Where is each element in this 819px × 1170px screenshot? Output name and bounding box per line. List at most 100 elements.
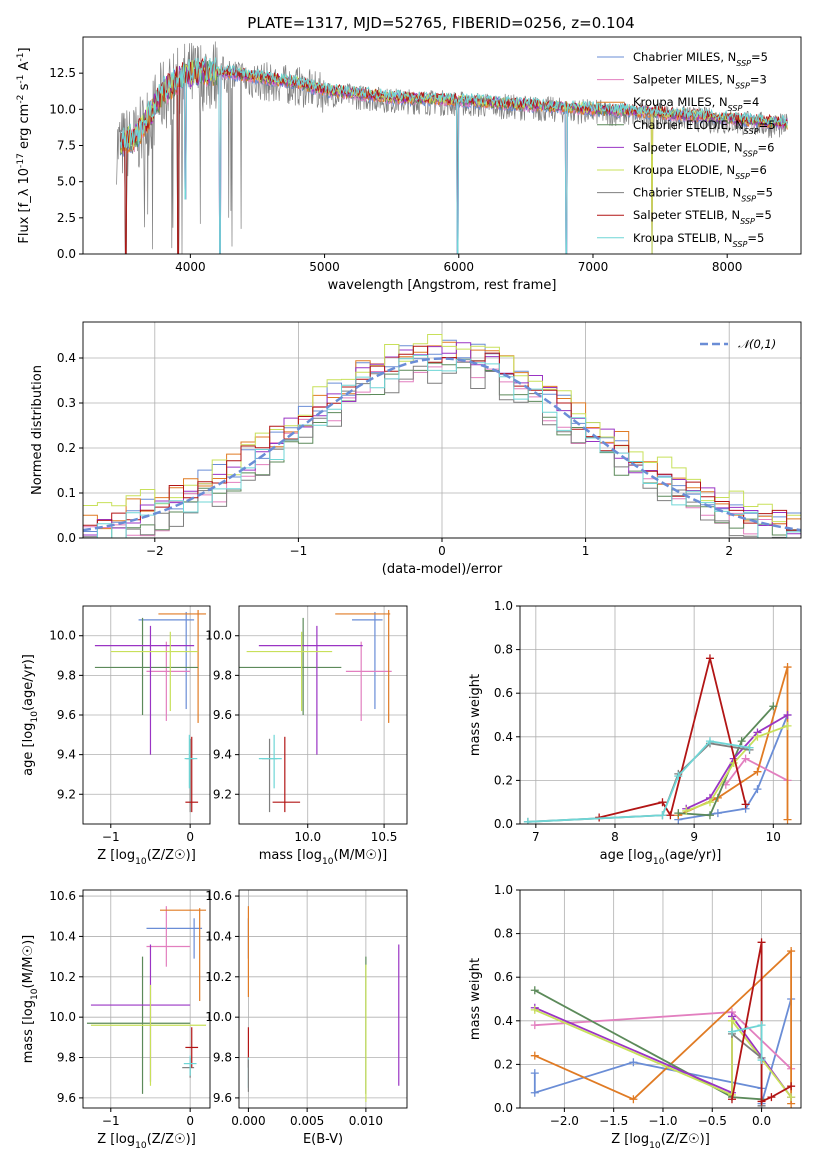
x-axis-label: mass [log10(M/M☉)] xyxy=(259,848,387,867)
x-tick-label: 1 xyxy=(582,544,590,558)
mass-weight-marker xyxy=(783,663,792,672)
y-tick-label: 10.6 xyxy=(205,889,232,903)
x-tick-label: 10 xyxy=(766,830,781,844)
mass-weight-marker xyxy=(753,767,762,776)
x-axis-label: E(B-V) xyxy=(303,1132,343,1147)
mass-weight-marker xyxy=(658,798,667,807)
axes-frame xyxy=(82,889,211,1109)
y-tick-label: 0.4 xyxy=(494,730,513,744)
y-tick-label: 9.4 xyxy=(57,748,76,762)
mass-weight-vs-age-panel: 7 8 9 10 0.0 0.2 0.4 0.6 0.8 1.0 age [log10(age/yr… xyxy=(468,599,802,867)
legend-label: Salpeter MILES, NSSP=3 xyxy=(633,73,767,91)
y-tick-label: 9.6 xyxy=(213,1091,232,1105)
y-tick-label: 10.0 xyxy=(205,1010,232,1024)
y-axis-label: mass weight xyxy=(468,958,483,1040)
mass-weight-marker xyxy=(741,800,750,809)
plot-area xyxy=(247,906,400,1102)
y-tick-label: 1.0 xyxy=(494,599,513,613)
x-tick-label: −2.0 xyxy=(550,1114,579,1128)
x-tick-label: 8 xyxy=(611,830,619,844)
x-tick-label: 5000 xyxy=(309,260,340,274)
y-tick-label: 1.0 xyxy=(494,883,513,897)
axes-frame xyxy=(519,605,802,825)
mass-weight-marker xyxy=(530,1051,539,1060)
y-tick-label: 9.8 xyxy=(57,668,76,682)
y-tick-label: 0.4 xyxy=(57,351,76,365)
mass-weight-marker xyxy=(753,732,762,741)
mass-weight-marker xyxy=(757,1056,766,1065)
y-tick-label: 9.6 xyxy=(57,708,76,722)
y-tick-label: 0.2 xyxy=(494,773,513,787)
mass-weight-marker xyxy=(737,737,746,746)
mass-weight-marker xyxy=(705,737,714,746)
x-tick-label: 10.5 xyxy=(371,830,398,844)
mass-weight-marker xyxy=(629,1058,638,1067)
age-vs-metallicity-panel: −1 0 9.2 9.4 9.6 9.8 10.0 Z [log10(Z/Z☉)] age [l… xyxy=(21,605,211,867)
y-axis-label: mass [log10(M/M☉)] xyxy=(21,935,40,1063)
mass-weight-marker xyxy=(769,702,778,711)
mass-weight-marker xyxy=(753,785,762,794)
mass-weight-marker xyxy=(705,811,714,820)
mass-weight-marker xyxy=(530,986,539,995)
mass-weight-marker xyxy=(783,721,792,730)
mass-weight-marker xyxy=(530,1021,539,1030)
x-tick-label: 0.000 xyxy=(231,1114,265,1128)
y-tick-label: 10.0 xyxy=(49,102,76,116)
y-tick-label: 10.2 xyxy=(205,970,232,984)
mass-weight-marker xyxy=(713,809,722,818)
y-tick-label: 9.8 xyxy=(57,1051,76,1065)
spectrum-title: PLATE=1317, MJD=52765, FIBERID=0256, z=0… xyxy=(247,14,634,32)
x-tick-label: 0.010 xyxy=(349,1114,383,1128)
mass-weight-marker xyxy=(787,1082,796,1091)
plot-area xyxy=(523,654,792,824)
spectrum-legend: Chabrier MILES, NSSP=5 Salpeter MILES, NS… xyxy=(597,50,776,248)
mass-weight-marker xyxy=(757,1021,766,1030)
x-tick-label: 8000 xyxy=(712,260,743,274)
mass-weight-marker xyxy=(629,1095,638,1104)
x-tick-label: 2 xyxy=(725,544,733,558)
y-tick-label: 9.6 xyxy=(57,1091,76,1105)
plot-area xyxy=(83,334,801,538)
mass-weight-line xyxy=(678,705,774,817)
x-tick-label: −1 xyxy=(290,544,308,558)
x-tick-label: −1 xyxy=(102,1114,120,1128)
x-tick-label: 0 xyxy=(186,830,194,844)
x-tick-label: −0.5 xyxy=(698,1114,727,1128)
y-tick-label: 0.2 xyxy=(57,441,76,455)
mass-weight-line xyxy=(534,948,792,1104)
y-tick-label: 10.2 xyxy=(49,970,76,984)
residual-histogram-panel: −2 −1 0 1 2 0.0 0.1 0.2 0.3 0.4 (data-model)/error… xyxy=(30,321,802,577)
mass-weight-marker xyxy=(682,806,691,815)
x-tick-label: −1.5 xyxy=(599,1114,628,1128)
y-tick-label: 0.8 xyxy=(494,927,513,941)
mass-vs-extinction-panel: 0.000 0.005 0.010 9.6 9.8 10.0 10.2 10.4 10.6 E(B… xyxy=(205,889,408,1147)
mass-weight-marker xyxy=(530,1088,539,1097)
mass-weight-marker xyxy=(530,1005,539,1014)
normal-curve xyxy=(83,357,801,532)
legend-label: Kroupa ELODIE, NSSP=6 xyxy=(633,163,767,181)
mass-weight-marker xyxy=(658,811,667,820)
mass-weight-marker xyxy=(783,711,792,719)
mass-weight-marker xyxy=(727,1027,736,1036)
x-tick-label: 7 xyxy=(532,830,540,844)
y-tick-label: 10.0 xyxy=(205,629,232,643)
y-tick-label: 9.4 xyxy=(213,748,232,762)
y-tick-label: 9.6 xyxy=(213,708,232,722)
histogram-step xyxy=(83,354,801,538)
panels: 4000 5000 6000 7000 80000.02.55.07.510.012.5… xyxy=(16,36,802,1151)
plot-area xyxy=(530,938,796,1108)
y-tick-label: 0.1 xyxy=(57,486,76,500)
y-tick-label: 9.2 xyxy=(213,787,232,801)
y-axis-label: mass weight xyxy=(468,674,483,756)
y-tick-label: 10.6 xyxy=(49,889,76,903)
x-tick-label: −1 xyxy=(102,830,120,844)
mass-vs-metallicity-panel: −1 0 9.6 9.8 10.0 10.2 10.4 10.6 Z [log10(Z/Z☉)]… xyxy=(21,889,211,1151)
y-axis-label: Flux [f_λ 10-17 erg cm-2 s-1 A-1] xyxy=(16,47,32,243)
y-tick-label: 0.0 xyxy=(494,817,513,831)
x-axis-label: Z [log10(Z/Z☉)] xyxy=(611,1132,710,1151)
y-tick-label: 2.5 xyxy=(57,211,76,225)
x-tick-label: 9 xyxy=(690,830,698,844)
spectrum-line xyxy=(120,56,788,254)
